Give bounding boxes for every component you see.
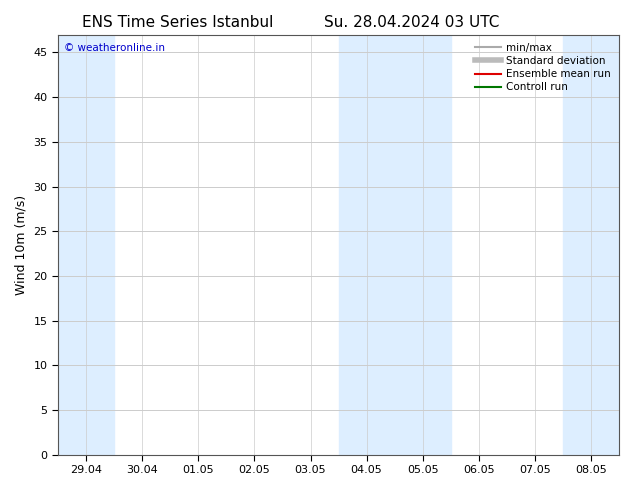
Y-axis label: Wind 10m (m/s): Wind 10m (m/s) — [15, 195, 28, 294]
Text: Su. 28.04.2024 03 UTC: Su. 28.04.2024 03 UTC — [325, 15, 500, 30]
Bar — [339, 35, 451, 455]
Text: © weatheronline.in: © weatheronline.in — [63, 43, 165, 53]
Legend: min/max, Standard deviation, Ensemble mean run, Controll run: min/max, Standard deviation, Ensemble me… — [472, 40, 614, 96]
Text: ENS Time Series Istanbul: ENS Time Series Istanbul — [82, 15, 273, 30]
Bar — [563, 35, 619, 455]
Bar — [58, 35, 114, 455]
